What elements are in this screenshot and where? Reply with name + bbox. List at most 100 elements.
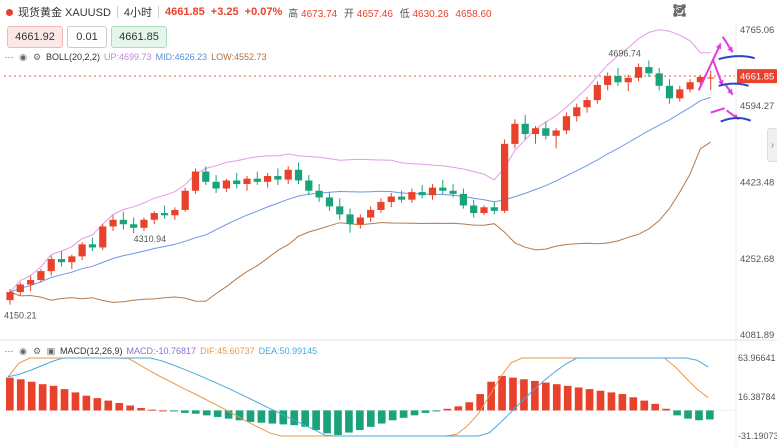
macd-histogram-bar	[706, 410, 714, 420]
ohlc-readout: 高 4673.74 开 4657.46 低 4630.26 4658.60	[288, 5, 495, 20]
candle-body	[181, 190, 189, 210]
candle-body	[573, 107, 581, 117]
macd-histogram-bar	[290, 410, 299, 426]
candle-body	[37, 271, 45, 281]
visibility-icon[interactable]: ◉	[19, 346, 27, 356]
dif-value: DIF:45.60737	[200, 346, 255, 356]
price-axis-label: 4423.48	[740, 177, 774, 188]
high-label: 高	[288, 8, 299, 20]
candle-body	[109, 219, 117, 227]
macd-histogram-bar	[684, 410, 692, 419]
candle-body	[160, 213, 169, 216]
boll-legend: ⋯ ◉ ⚙ BOLL(20,2,2) UP:4699.73 MID:4626.2…	[4, 52, 267, 62]
candle-body	[284, 169, 292, 180]
macd-histogram-bar	[49, 385, 58, 411]
fullscreen-icon[interactable]	[673, 4, 771, 18]
candle-body	[264, 176, 272, 182]
candle-body	[696, 76, 704, 83]
candle-body	[191, 171, 200, 191]
candle-body	[68, 256, 76, 263]
macd-histogram-bar	[224, 410, 233, 419]
settings-icon[interactable]: ⚙	[32, 346, 42, 356]
toolbar	[673, 4, 771, 18]
candle-body	[521, 123, 529, 135]
candle-body	[593, 84, 601, 101]
boll-label: BOLL(20,2,2)	[46, 52, 101, 62]
candle-body	[212, 181, 220, 189]
macd-histogram-bar	[596, 390, 605, 411]
macd-label: MACD(12,26,9)	[60, 346, 123, 356]
candle-body	[325, 197, 334, 207]
macd-axis-label: 16.38784	[738, 392, 776, 402]
macd-value: MACD:-10.76817	[126, 346, 197, 356]
visibility-icon[interactable]: ◉	[19, 52, 27, 62]
projection-arrow-up-head	[715, 43, 722, 50]
timeframe-selector[interactable]: 4小时	[123, 7, 153, 19]
symbol-name[interactable]: 现货黄金 XAUUSD	[18, 7, 111, 19]
candle-body	[470, 205, 478, 214]
candle-body	[490, 207, 498, 211]
candle-body	[501, 143, 509, 211]
early-low-annotation: 4150.21	[4, 311, 37, 321]
candle-body	[439, 187, 447, 191]
macd-histogram-bar	[410, 410, 419, 416]
collapse-icon[interactable]: ⋯	[4, 52, 14, 62]
chart-header: 现货黄金 XAUUSD 4小时 4661.85 +3.25 +0.07% 高 4…	[0, 0, 777, 24]
macd-histogram-bar	[662, 408, 670, 411]
macd-histogram-bar	[673, 410, 681, 416]
macd-histogram-bar	[93, 398, 102, 411]
macd-histogram-bar	[246, 410, 255, 422]
candle-body	[449, 190, 457, 194]
macd-histogram-bar	[16, 379, 25, 411]
candle-body	[408, 192, 416, 200]
candle-body	[233, 180, 241, 185]
macd-histogram-bar	[552, 384, 561, 411]
projection-arrow-short	[710, 107, 725, 114]
candle-body	[542, 128, 550, 136]
low-value: 4630.26	[412, 8, 449, 20]
projection-arrow-mid-head	[727, 88, 733, 95]
candle-body	[367, 209, 375, 218]
candle-body	[665, 85, 674, 99]
high-value: 4673.74	[301, 8, 338, 20]
price-axis-label: 4765.06	[740, 25, 774, 36]
macd-histogram-bar	[82, 395, 91, 411]
candle-body	[428, 187, 437, 196]
buy-button[interactable]: 4661.85	[111, 26, 167, 48]
candle-body	[305, 180, 313, 191]
settings-icon[interactable]	[674, 4, 750, 18]
live-dot-icon	[6, 8, 13, 16]
macd-histogram-bar	[279, 410, 288, 425]
candle-body	[480, 207, 488, 214]
macd-histogram-bar	[126, 405, 134, 411]
macd-histogram-bar	[159, 410, 167, 412]
sell-button[interactable]: 4661.92	[7, 26, 63, 48]
price-axis-label: 4252.68	[740, 254, 774, 265]
candle-body	[119, 219, 127, 225]
macd-histogram-bar	[421, 410, 430, 413]
divider	[158, 6, 160, 18]
collapse-icon[interactable]: ⋯	[4, 346, 14, 356]
quantity-input[interactable]: 0.01	[67, 26, 107, 48]
candle-body	[274, 176, 282, 180]
boll-upper-line	[9, 29, 711, 293]
macd-histogram-bar	[115, 403, 124, 411]
macd-histogram-bar	[487, 381, 495, 411]
trade-panel: 4661.92 0.01 4661.85	[7, 26, 167, 48]
high-annotation: 4696.74	[608, 48, 641, 58]
candle-body	[243, 178, 251, 185]
close-icon[interactable]: ▣	[46, 346, 56, 356]
macd-histogram-bar	[629, 397, 638, 411]
candle-body	[294, 169, 303, 181]
macd-histogram-bar	[323, 410, 331, 434]
macd-histogram-bar	[509, 377, 517, 411]
side-panel-toggle[interactable]: ›	[767, 128, 777, 162]
candle-body	[645, 67, 653, 74]
settings-icon[interactable]: ⚙	[32, 52, 42, 62]
macd-histogram-bar	[71, 392, 80, 411]
candle-body	[604, 76, 612, 85]
projection-mid-band	[718, 82, 749, 87]
projection-upper-band	[718, 55, 755, 61]
macd-axis-label: 63.96641	[738, 353, 776, 363]
